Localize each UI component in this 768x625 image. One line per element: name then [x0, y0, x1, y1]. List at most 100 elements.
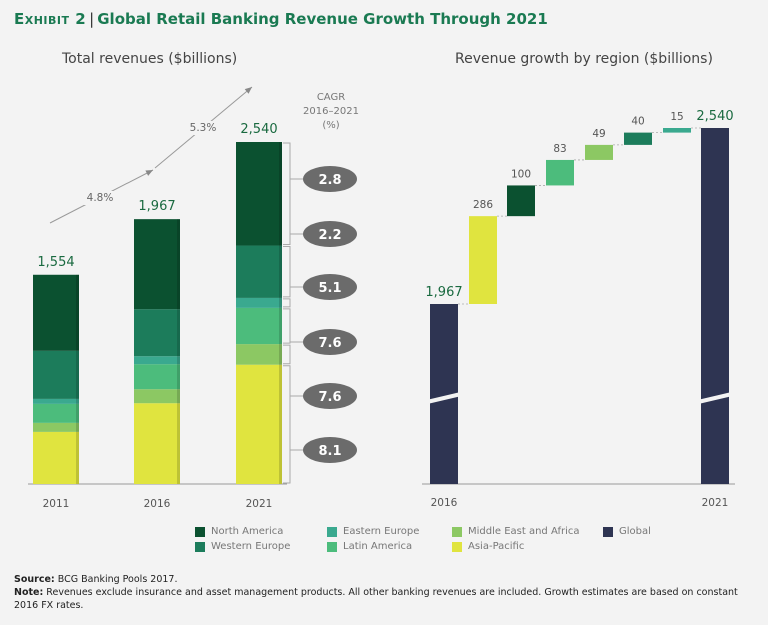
- bar-shadow: [76, 274, 79, 484]
- waterfall-step-latin-america: [546, 159, 574, 186]
- waterfall-step-north-america: [507, 185, 535, 217]
- exhibit-title: Exhibit 2 | Global Retail Banking Revenue …: [14, 10, 548, 28]
- step-value-label: 15: [670, 111, 683, 123]
- total-label-2011: 1,554: [37, 255, 74, 270]
- cagr-value: 7.6: [318, 336, 341, 351]
- bar-segment-western-europe-2021: [236, 245, 282, 298]
- bar-segment-north-america-2016: [134, 219, 180, 310]
- cagr-value: 2.8: [318, 173, 341, 188]
- legend-item-eastern-europe: Eastern Europe: [327, 526, 419, 537]
- bar-segment-latin-america-2021: [236, 307, 282, 345]
- bar-segment-eastern-europe-2021: [236, 297, 282, 308]
- step-value-label: 49: [592, 128, 605, 140]
- cagr-bracket: [283, 298, 291, 308]
- legend-item-global: Global: [603, 526, 651, 537]
- exhibit-number: Exhibit 2: [14, 10, 87, 28]
- legend-swatch: [327, 526, 337, 537]
- cagr-value: 8.1: [318, 444, 341, 459]
- bar-shadow: [177, 219, 180, 484]
- bar-shadow: [279, 142, 282, 484]
- right-chart-title: Revenue growth by region ($billions): [455, 51, 713, 67]
- note-text: Revenues exclude insurance and asset man…: [14, 587, 738, 611]
- cagr-pill-asia-pacific: [303, 437, 357, 463]
- cagr-pill-eastern-europe: [303, 274, 357, 300]
- cagr-pill-north-america: [303, 166, 357, 192]
- bar-segment-middle-east-and-africa-2016: [134, 389, 180, 404]
- legend-swatch: [195, 526, 205, 537]
- cagr-bracket: [283, 344, 291, 365]
- x-tick-label: 2021: [246, 498, 273, 510]
- axis-break-icon: [697, 392, 733, 404]
- growth-rate-label: 4.8%: [87, 192, 114, 204]
- waterfall-step-eastern-europe: [663, 128, 691, 133]
- bar-segment-asia-pacific-2016: [134, 403, 180, 484]
- bar-segment-north-america-2011: [33, 274, 79, 351]
- footer-source: Source: BCG Banking Pools 2017.: [14, 574, 754, 587]
- bar-segment-middle-east-and-africa-2011: [33, 422, 79, 432]
- bar-segment-asia-pacific-2011: [33, 431, 79, 484]
- growth-label-bg: [187, 121, 219, 135]
- waterfall-step-middle-east-and-africa: [585, 144, 613, 160]
- legend-label: Western Europe: [211, 541, 291, 552]
- legend-item-middle-east-and-africa: Middle East and Africa: [452, 526, 579, 537]
- legend-item-latin-america: Latin America: [327, 541, 412, 552]
- bar-segment-middle-east-and-africa-2021: [236, 344, 282, 365]
- cagr-bracket: [283, 308, 291, 344]
- growth-label-bg: [84, 191, 116, 205]
- x-tick-label: 2021: [702, 497, 729, 509]
- growth-rate-label: 5.3%: [190, 122, 217, 134]
- legend-item-western-europe: Western Europe: [195, 541, 290, 552]
- step-value-label: 40: [631, 116, 644, 128]
- bar-segment-north-america-2021: [236, 142, 282, 246]
- x-tick-label: 2016: [431, 497, 458, 509]
- legend-label: Asia-Pacific: [468, 541, 525, 552]
- note-label: Note:: [14, 587, 44, 598]
- x-tick-label: 2011: [43, 498, 70, 510]
- title-separator: |: [89, 10, 95, 28]
- waterfall-step-western-europe: [624, 132, 652, 145]
- global-bar-2021: [701, 128, 729, 484]
- legend-swatch: [195, 541, 205, 552]
- total-label-2016: 1,967: [425, 285, 462, 300]
- cagr-value: 2.2: [318, 228, 341, 243]
- title-text: Global Retail Banking Revenue Growth Thr…: [97, 10, 548, 28]
- legend-label: Global: [619, 526, 651, 537]
- cagr-header: 2016–2021: [303, 106, 359, 117]
- legend-swatch: [452, 541, 462, 552]
- legend-item-north-america: North America: [195, 526, 283, 537]
- step-value-label: 286: [473, 199, 493, 211]
- bar-segment-eastern-europe-2016: [134, 356, 180, 365]
- source-label: Source:: [14, 574, 55, 585]
- legend-swatch: [452, 526, 462, 537]
- total-label-2021: 2,540: [696, 109, 733, 124]
- waterfall-step-asia-pacific: [469, 216, 497, 304]
- cagr-value: 7.6: [318, 390, 341, 405]
- cagr-header: (%): [322, 120, 339, 131]
- legend-label: Eastern Europe: [343, 526, 420, 537]
- step-value-label: 100: [511, 168, 531, 180]
- cagr-pill-latin-america: [303, 329, 357, 355]
- legend-item-asia-pacific: Asia-Pacific: [452, 541, 524, 552]
- axis-break-icon: [426, 392, 462, 404]
- legend-label: Latin America: [343, 541, 413, 552]
- legend-swatch: [327, 541, 337, 552]
- legend-swatch: [603, 526, 613, 537]
- bar-segment-asia-pacific-2021: [236, 364, 282, 484]
- bar-segment-latin-america-2011: [33, 403, 79, 423]
- bar-segment-western-europe-2011: [33, 350, 79, 399]
- left-chart-title: Total revenues ($billions): [62, 51, 238, 67]
- x-tick-label: 2016: [144, 498, 171, 510]
- bar-segment-western-europe-2016: [134, 309, 180, 357]
- cagr-header: CAGR: [317, 92, 345, 103]
- bar-segment-latin-america-2016: [134, 364, 180, 390]
- source-text: BCG Banking Pools 2017.: [57, 574, 178, 585]
- step-value-label: 83: [553, 143, 566, 155]
- legend-label: North America: [211, 526, 284, 537]
- cagr-bracket: [283, 365, 291, 484]
- footer-note: Note: Revenues exclude insurance and ass…: [14, 587, 754, 612]
- arrowhead-icon: [244, 87, 252, 94]
- cagr-bracket: [283, 142, 291, 246]
- cagr-pill-western-europe: [303, 221, 357, 247]
- cagr-value: 5.1: [318, 281, 341, 296]
